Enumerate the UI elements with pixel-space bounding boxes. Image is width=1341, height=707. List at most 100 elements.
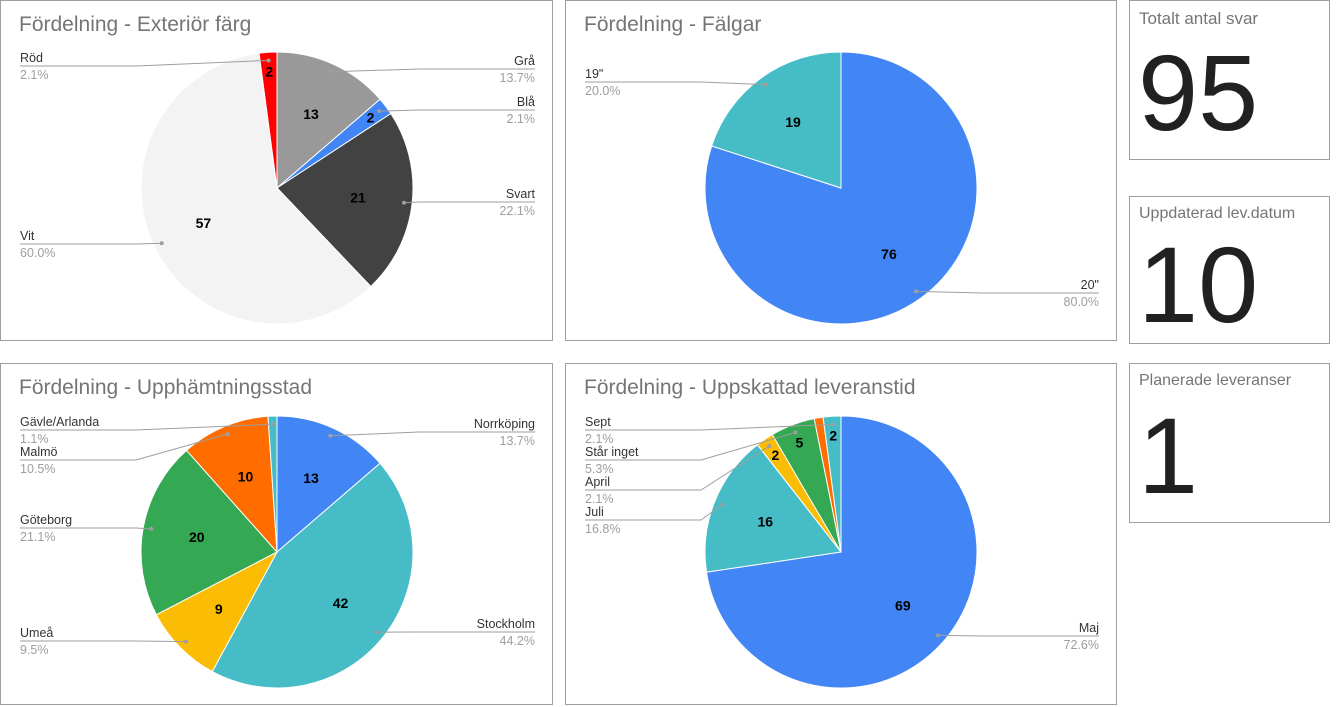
legend-percent: 2.1%	[20, 68, 49, 82]
legend-percent: 2.1%	[585, 432, 614, 446]
legend-label: Svart	[506, 187, 536, 201]
leader-line	[20, 433, 228, 461]
leader-line	[585, 432, 796, 461]
leader-line	[585, 423, 833, 431]
leader-dot	[377, 109, 382, 114]
scorecard-value: 10	[1138, 224, 1259, 345]
leader-dot	[914, 289, 919, 294]
pie-slice[interactable]	[711, 51, 842, 189]
legend-label: 20"	[1081, 278, 1099, 292]
legend-percent: 44.2%	[500, 634, 535, 648]
pie-chart-exterior-color: 13 Grå 13.7% 2 Blå 2.1% 21 Svart 22.1% 57 Vit 60.0%…	[0, 0, 553, 341]
legend-percent: 16.8%	[585, 522, 620, 536]
legend-label: April	[585, 475, 610, 489]
slice-value-label: 2	[772, 447, 780, 463]
pie-svg: 69 Maj 72.6% 16 Juli 16.8% 2 April 2.1% 5 Står ing…	[585, 415, 1099, 689]
pie-slice[interactable]	[704, 443, 842, 573]
slice-value-label: 10	[238, 469, 254, 485]
legend-percent: 9.5%	[20, 643, 49, 657]
scorecard-value: 95	[1138, 32, 1259, 153]
leader-line	[916, 290, 1099, 294]
leader-line	[937, 634, 1099, 637]
leader-dot	[159, 241, 164, 246]
legend-percent: 21.1%	[20, 530, 55, 544]
legend-label: Vit	[20, 229, 35, 243]
legend-percent: 1.1%	[20, 432, 49, 446]
slice-value-label: 16	[757, 514, 773, 530]
legend-label: Juli	[585, 505, 604, 519]
legend-label: Blå	[517, 95, 535, 109]
legend-percent: 13.7%	[500, 434, 535, 448]
leader-dot	[328, 69, 333, 74]
leader-line	[20, 242, 162, 245]
leader-dot	[720, 502, 725, 507]
slice-value-label: 42	[333, 595, 349, 611]
slice-value-label: 9	[215, 601, 223, 617]
pie-svg: 76 20" 80.0% 19 19" 20.0%	[585, 51, 1099, 325]
legend-label: Gävle/Arlanda	[20, 415, 99, 429]
pie-slice[interactable]	[211, 462, 414, 689]
leader-line	[20, 59, 269, 67]
leader-line	[20, 423, 273, 431]
legend-label: Maj	[1079, 621, 1099, 635]
slice-value-label: 20	[189, 529, 205, 545]
leader-line	[20, 640, 186, 643]
leader-dot	[266, 58, 271, 63]
leader-dot	[270, 422, 275, 427]
slice-value-label: 21	[350, 189, 366, 205]
legend-label: 19"	[585, 67, 603, 81]
scorecard-label: Uppdaterad lev.datum	[1139, 205, 1296, 222]
pie-slice[interactable]	[276, 415, 381, 554]
slice-value-label: 2	[265, 63, 273, 79]
scorecard-label: Totalt antal svar	[1139, 9, 1259, 28]
leader-line	[585, 81, 766, 86]
pie-chart-rims: 76 20" 80.0% 19 19" 20.0% Fördelning - Fälgar	[565, 0, 1117, 341]
legend-percent: 80.0%	[1064, 295, 1099, 309]
leader-dot	[767, 444, 772, 449]
pie-svg: 13 Norrköping 13.7% 42 Stockholm 44.2% 9 Umeå 9.…	[20, 415, 535, 689]
pie-slice[interactable]	[705, 415, 978, 689]
legend-label: Umeå	[20, 626, 53, 640]
leader-dot	[763, 82, 768, 87]
leader-line	[379, 109, 535, 112]
slice-value-label: 69	[895, 597, 911, 613]
pie-slice[interactable]	[276, 51, 381, 190]
leader-dot	[374, 630, 379, 635]
pie-slice[interactable]	[258, 51, 278, 189]
leader-line	[585, 504, 723, 521]
leader-line	[330, 431, 535, 437]
leader-dot	[830, 422, 835, 427]
legend-label: Grå	[514, 54, 535, 68]
pie-slice[interactable]	[267, 415, 278, 553]
chart-title: Fördelning - Fälgar	[584, 13, 762, 36]
slice-value-label: 2	[829, 427, 837, 443]
slice-value-label: 76	[881, 246, 897, 262]
legend-percent: 5.3%	[585, 462, 614, 476]
scorecard-label: Planerade leveranser	[1139, 372, 1292, 389]
pie-chart-delivery-time: 69 Maj 72.6% 16 Juli 16.8% 2 April 2.1% 5 Står ing…	[565, 363, 1117, 705]
pie-slice[interactable]	[276, 112, 414, 288]
pie-slice[interactable]	[140, 449, 278, 616]
slice-value-label: 2	[367, 110, 375, 126]
chart-title: Fördelning - Exteriör färg	[19, 13, 252, 36]
slice-value-label: 57	[196, 215, 212, 231]
legend-percent: 20.0%	[585, 84, 620, 98]
pie-slice[interactable]	[822, 415, 842, 553]
legend-label: Står inget	[585, 445, 639, 459]
scorecard-updated-delivery-date: Uppdaterad lev.datum 10	[1129, 196, 1330, 344]
pie-slice[interactable]	[140, 52, 372, 325]
leader-dot	[183, 639, 188, 644]
slice-value-label: 5	[795, 435, 803, 451]
leader-dot	[328, 433, 333, 438]
leader-line	[330, 68, 535, 73]
legend-label: Malmö	[20, 445, 58, 459]
leader-line	[585, 445, 770, 491]
legend-percent: 2.1%	[585, 492, 614, 506]
leader-line	[403, 201, 535, 204]
leader-dot	[401, 200, 406, 205]
legend-label: Stockholm	[477, 617, 535, 631]
leader-dot	[149, 526, 154, 531]
chart-title: Fördelning - Uppskattad leveranstid	[584, 376, 916, 399]
legend-percent: 22.1%	[500, 204, 535, 218]
legend-label: Röd	[20, 51, 43, 65]
